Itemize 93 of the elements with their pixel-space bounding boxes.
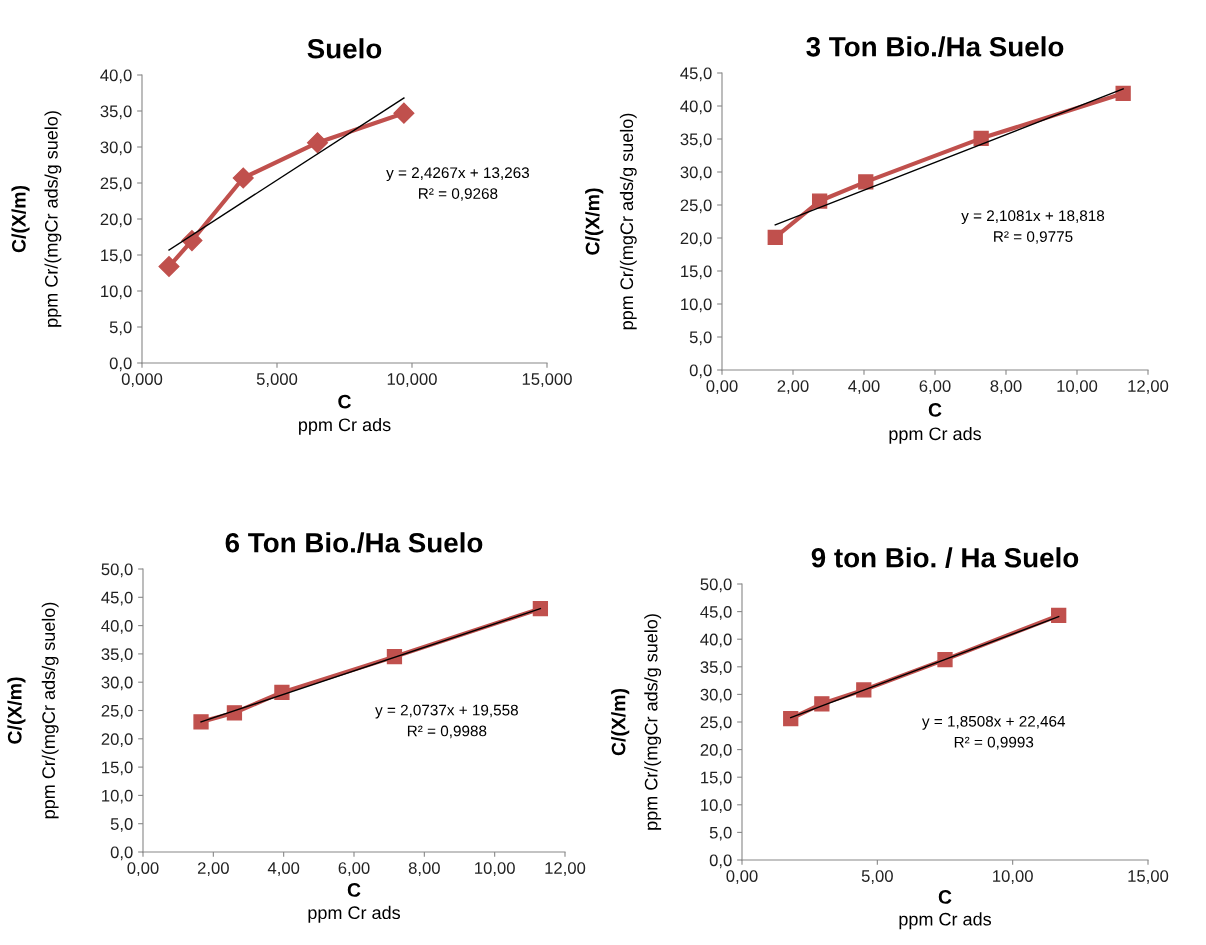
y-tick-label: 20,0 (680, 232, 712, 247)
y-tick-label: 50,0 (700, 578, 732, 593)
x-tick-label: 5,000 (256, 373, 298, 387)
x-tick-label: 0,00 (726, 870, 758, 884)
y-tick-label: 10,0 (681, 298, 712, 313)
annotation: y = 2,0737x + 19,558 R² = 0,9988 (375, 704, 518, 739)
x-tick-label: 0,00 (127, 862, 159, 876)
x-tick-label: 2,00 (777, 380, 809, 394)
annotation: y = 1,8508x + 22,464 R² = 0,9993 (921, 715, 1066, 750)
chart-title: Suelo (307, 38, 382, 59)
x-tick-label: 10,00 (475, 862, 515, 876)
point (1115, 85, 1131, 102)
x-tick-label: 8,00 (990, 380, 1022, 394)
x-tick-label: 4,00 (848, 380, 880, 394)
x-tick-label: 2,00 (197, 862, 229, 876)
y-tick-label: 40,0 (101, 620, 133, 634)
x-tick-label: 15,000 (522, 373, 572, 387)
chart-title: 9 ton Bio. / Ha Suelo (811, 547, 1079, 568)
x-tick-label: 6,00 (338, 862, 370, 876)
y-tick-label: 30,0 (101, 676, 133, 691)
y-axis-title: C/(X/m) ppm Cr/(mgCr ads/g suelo) (7, 602, 59, 819)
y-tick-label: 25,0 (100, 177, 132, 192)
point (532, 600, 549, 617)
point (193, 714, 209, 730)
y-tick-label: 40,0 (680, 100, 712, 115)
x-axis-title: C ppm Cr ads (899, 890, 992, 930)
y-tick-label: 0,0 (110, 846, 133, 861)
point (1051, 607, 1067, 624)
y-tick-label: 5,0 (109, 321, 132, 336)
y-tick-label: 40,0 (700, 633, 732, 648)
y-tick-label: 50,0 (101, 563, 133, 578)
y-axis-title: C/(X/m) ppm Cr/(mgCr ads/g suelo) (11, 111, 62, 327)
y-tick-label: 20,0 (700, 744, 732, 758)
y-tick-label: 20,0 (100, 213, 132, 228)
annotation: y = 2,1081x + 18,818 R² = 0,9775 (961, 210, 1105, 244)
y-tick-label: 15,0 (102, 761, 133, 776)
y-axis-title: C/(X/m) ppm Cr/(mgCr ads/g suelo) (611, 614, 662, 830)
x-axis-title: C ppm Cr ads (308, 883, 401, 923)
y-tick-label: 25,0 (700, 716, 732, 731)
point (306, 132, 329, 154)
y-tick-label: 5,0 (709, 826, 732, 841)
y-tick-label: 35,0 (101, 648, 133, 663)
point (158, 256, 180, 278)
y-tick-label: 30,0 (100, 141, 132, 156)
x-tick-label: 15,00 (1128, 870, 1169, 884)
x-tick-label: 10,00 (1057, 380, 1098, 394)
y-tick-label: 5,0 (110, 818, 133, 832)
x-tick-label: 12,00 (1128, 380, 1169, 394)
y-tick-label: 30,0 (680, 166, 712, 181)
annotation: y = 2,4267x + 13,263 R² = 0,9268 (386, 167, 530, 201)
x-tick-label: 5,00 (861, 870, 893, 884)
y-tick-label: 40,0 (100, 69, 132, 84)
y-tick-label: 0,0 (689, 364, 712, 379)
y-tick-label: 15,0 (681, 265, 712, 280)
x-tick-label: 0,00 (706, 380, 738, 394)
y-tick-label: 30,0 (700, 688, 732, 703)
y-tick-label: 45,0 (700, 606, 732, 620)
y-tick-label: 35,0 (100, 105, 132, 120)
chart-title: 3 Ton Bio./Ha Suelo (806, 36, 1064, 57)
y-tick-label: 45,0 (680, 67, 712, 82)
y-tick-label: 10,0 (102, 789, 133, 804)
point (181, 230, 203, 252)
point (274, 684, 290, 701)
x-tick-label: 6,00 (919, 380, 951, 394)
x-tick-label: 10,000 (387, 373, 437, 387)
y-axis-title: C/(X/m) ppm Cr/(mgCr ads/g suelo) (585, 113, 637, 330)
x-tick-label: 8,00 (408, 862, 440, 876)
y-tick-label: 15,0 (701, 771, 732, 786)
y-tick-label: 0,0 (109, 357, 132, 372)
point (783, 711, 799, 727)
y-tick-label: 10,0 (701, 799, 732, 813)
x-tick-label: 0,000 (121, 373, 163, 387)
y-tick-label: 45,0 (101, 591, 133, 606)
x-tick-label: 4,00 (267, 862, 300, 876)
point (858, 174, 874, 190)
y-tick-label: 15,0 (101, 249, 132, 264)
y-tick-label: 20,0 (101, 733, 133, 747)
chart-title: 6 Ton Bio./Ha Suelo (225, 532, 483, 553)
y-tick-label: 35,0 (680, 133, 712, 148)
y-tick-label: 0,0 (709, 854, 732, 869)
y-tick-label: 5,0 (689, 331, 712, 346)
x-axis-title: C ppm Cr ads (299, 394, 391, 435)
point (767, 229, 783, 245)
y-tick-label: 25,0 (680, 199, 712, 214)
point (811, 193, 828, 209)
y-tick-label: 10,0 (101, 285, 132, 300)
point (232, 167, 254, 189)
x-axis-title: C ppm Cr ads (889, 403, 982, 444)
x-tick-label: 12,00 (545, 862, 586, 876)
y-tick-label: 35,0 (700, 661, 732, 675)
point (393, 102, 415, 124)
x-tick-label: 10,00 (993, 870, 1033, 884)
y-tick-label: 25,0 (101, 704, 133, 719)
